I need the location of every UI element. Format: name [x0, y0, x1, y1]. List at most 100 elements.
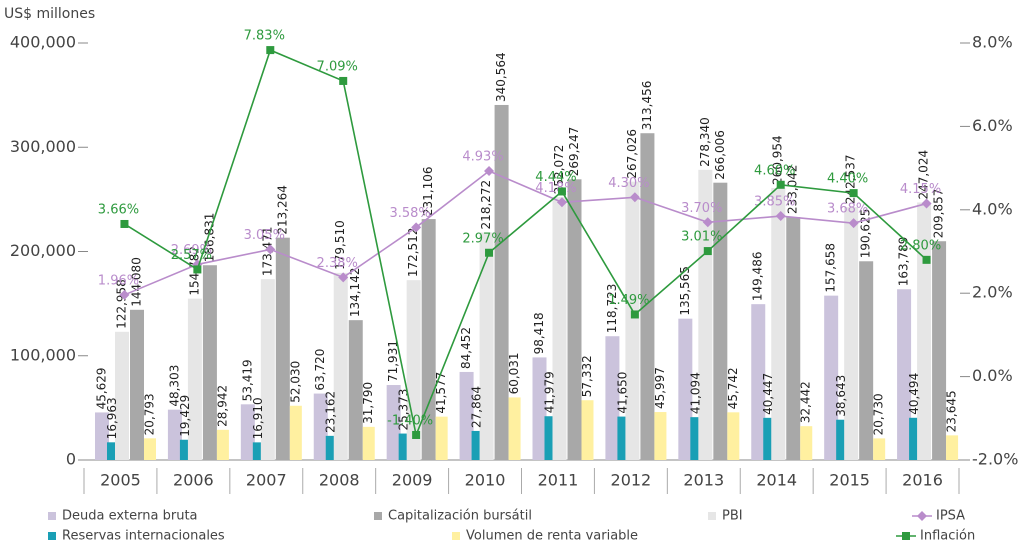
line-value-label: 3.01% — [681, 230, 722, 245]
bar — [115, 331, 129, 460]
line-value-label: 1.96% — [98, 273, 139, 288]
legend-marker — [902, 532, 910, 540]
marker — [557, 187, 566, 196]
bar — [567, 179, 582, 460]
marker — [339, 76, 348, 85]
bar-value-label: 23,162 — [324, 391, 338, 433]
y-tick-label: 400,000 — [10, 33, 76, 52]
line-value-label: 3.05% — [244, 228, 285, 243]
marker — [703, 247, 712, 256]
line-value-label: 2.80% — [900, 238, 941, 253]
bar-value-label: 32,442 — [799, 381, 813, 423]
marker — [119, 289, 130, 300]
x-tick-label: 2012 — [611, 471, 652, 490]
x-tick-label: 2013 — [683, 471, 724, 490]
line-value-label: 1.49% — [608, 293, 649, 308]
line-value-label: 4.15% — [900, 182, 941, 197]
bar — [581, 400, 594, 460]
bar-value-label: 340,564 — [494, 52, 508, 102]
bar — [494, 104, 509, 460]
bar — [406, 280, 421, 460]
line-value-label: 2.38% — [317, 256, 358, 271]
bar — [167, 409, 182, 460]
bar-value-label: 157,658 — [824, 243, 838, 293]
bar-value-label: 27,864 — [470, 386, 484, 428]
line-value-label: 4.60% — [754, 163, 795, 178]
bar-value-label: 28,942 — [215, 385, 229, 427]
x-tick-label: 2015 — [829, 471, 870, 490]
bar — [348, 320, 363, 460]
bar — [909, 417, 921, 460]
bar-value-label: 38,643 — [834, 375, 848, 417]
line-value-label: 3.66% — [98, 202, 139, 217]
bar-value-label: 218,272 — [479, 180, 493, 230]
legend-label: Capitalización bursátil — [388, 509, 532, 524]
bar — [471, 430, 483, 460]
marker — [921, 198, 932, 209]
x-tick-label: 2009 — [392, 471, 433, 490]
bar — [544, 416, 556, 460]
bar-value-label: 60,031 — [507, 352, 521, 394]
bar — [325, 435, 337, 460]
bar-value-label: 40,494 — [907, 373, 921, 415]
bar — [690, 417, 702, 460]
bar — [824, 295, 839, 460]
bar-value-label: 231,106 — [421, 166, 435, 216]
bar-value-label: 144,080 — [130, 257, 144, 307]
bar-value-label: 247,024 — [917, 150, 931, 200]
line — [124, 170, 927, 296]
bar-value-label: 233,042 — [786, 164, 800, 214]
bar — [313, 393, 328, 460]
bar — [289, 405, 302, 460]
bar-value-label: 269,247 — [567, 127, 581, 177]
marker — [776, 180, 785, 189]
bar-value-label: 48,303 — [167, 365, 181, 407]
bar-value-label: 45,629 — [95, 367, 109, 409]
bar — [130, 309, 144, 460]
marker — [630, 310, 639, 319]
bar — [552, 197, 567, 460]
bar — [946, 435, 959, 460]
bar — [95, 412, 109, 460]
line-value-label: 7.09% — [317, 59, 358, 74]
bar — [202, 265, 217, 460]
line-value-label: 2.97% — [462, 231, 503, 246]
y-tick-label: 200,000 — [10, 241, 76, 260]
marker — [702, 217, 713, 228]
bar — [532, 357, 547, 460]
legend-swatch — [48, 532, 56, 540]
marker — [266, 46, 275, 55]
marker — [556, 197, 567, 208]
bar-value-label: 16,910 — [251, 397, 265, 439]
marker — [629, 192, 640, 203]
bar-value-label: 313,456 — [640, 81, 654, 131]
x-tick-label: 2011 — [538, 471, 579, 490]
bar — [479, 232, 494, 460]
bar-value-label: 179,510 — [333, 220, 347, 270]
legend-label: Reservas internacionales — [62, 529, 225, 544]
y-tick-label: 300,000 — [10, 137, 76, 156]
bar — [260, 279, 275, 460]
legend-swatch — [48, 512, 56, 520]
bar — [459, 371, 474, 460]
bar — [421, 219, 436, 460]
y2-tick-label: 4.0% — [972, 199, 1013, 218]
marker — [848, 218, 859, 229]
line-value-label: 3.85% — [754, 195, 795, 210]
bar — [386, 385, 401, 460]
bar — [713, 182, 728, 460]
y-axis-label: US$ millones — [4, 6, 95, 22]
bar-value-label: 71,931 — [386, 340, 400, 382]
bar — [763, 417, 775, 460]
bar — [107, 442, 118, 460]
y2-tick-label: 6.0% — [972, 116, 1013, 135]
marker — [775, 211, 786, 222]
legend-label: PBI — [722, 509, 743, 524]
bar — [252, 442, 264, 460]
bar — [605, 336, 620, 460]
bar — [240, 404, 255, 460]
bar-value-label: 118,723 — [605, 284, 619, 334]
bar-value-label: 57,332 — [580, 355, 594, 397]
bar-value-label: 41,094 — [688, 372, 702, 414]
line — [124, 49, 928, 438]
